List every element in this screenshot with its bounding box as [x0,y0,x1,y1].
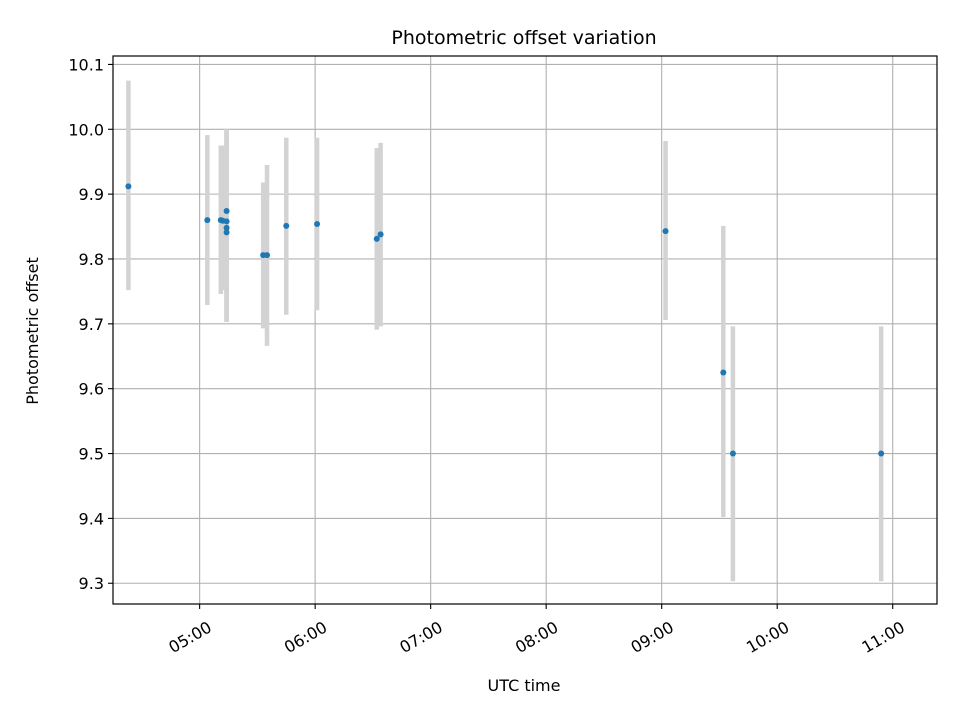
y-tick-label: 9.6 [79,380,104,399]
data-point [662,228,669,235]
y-tick-label: 9.3 [79,574,104,593]
plot-frame [112,55,938,605]
data-point [223,218,230,225]
y-tick-label: 9.7 [79,315,104,334]
data-point [223,207,230,214]
y-tick-label: 10.1 [68,55,104,74]
grid-lines [113,56,937,604]
data-points [125,183,885,457]
data-point [314,220,321,227]
y-tick-label: 9.8 [79,250,104,269]
data-point [377,231,384,238]
data-point [373,235,380,242]
y-tick-label: 9.5 [79,445,104,464]
data-point [283,222,290,229]
y-tick-label: 9.4 [79,509,104,528]
y-tick-label: 10.0 [68,120,104,139]
x-axis-title: UTC time [488,676,561,695]
data-point [204,217,211,224]
data-point [720,369,727,376]
data-point [729,450,736,457]
y-tick-label: 9.9 [79,185,104,204]
data-point [125,183,132,190]
data-point [878,450,885,457]
chart-title: Photometric offset variation [391,27,656,49]
y-axis-ticks: 9.3 9.4 9.5 9.6 9.7 9.8 9.9 10.0 10.1 [68,55,113,593]
data-point [223,229,230,236]
y-axis-title: Photometric offset [23,257,42,405]
data-point [264,252,271,259]
data-point [223,224,230,231]
